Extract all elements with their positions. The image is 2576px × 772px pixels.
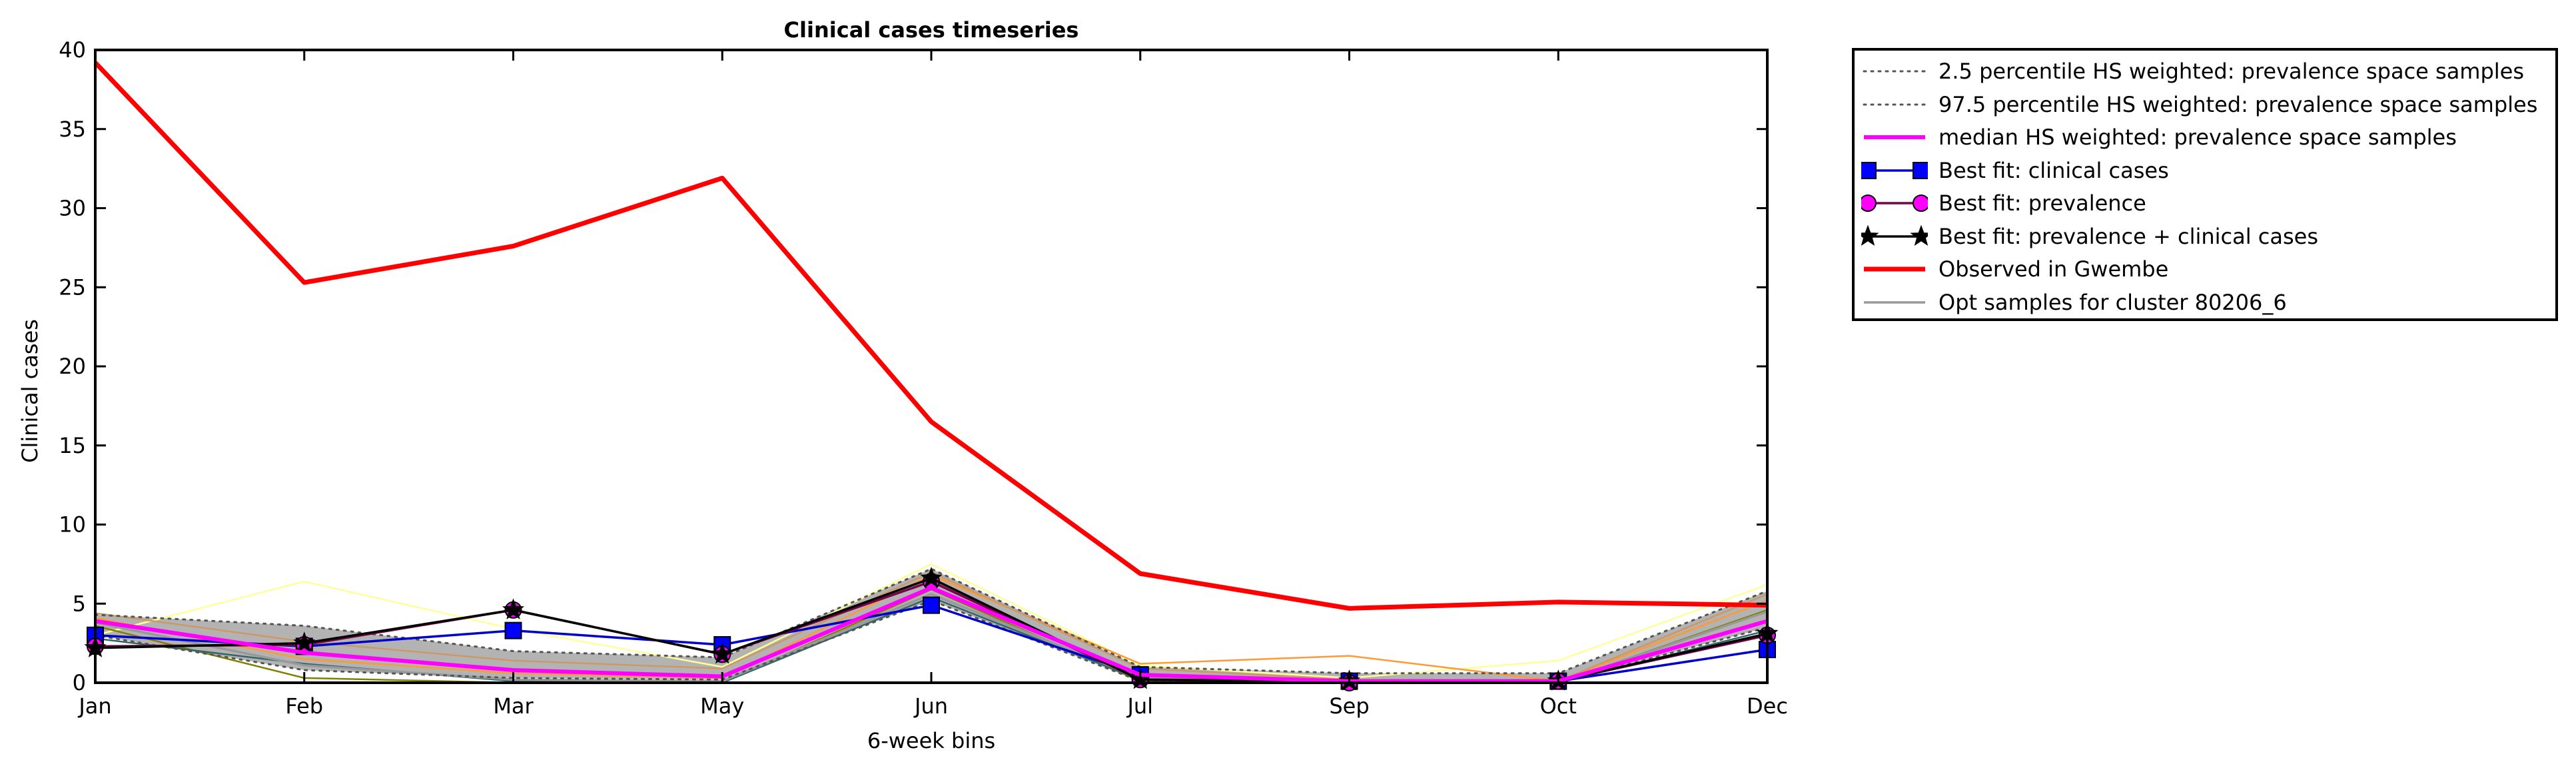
x-tick-label: Mar (493, 693, 534, 719)
series-6-point-3 (502, 598, 525, 619)
legend-swatch (1863, 70, 1927, 73)
series-6-point-4 (711, 642, 733, 664)
legend-entry: 97.5 percentile HS weighted: prevalence … (1855, 88, 2537, 121)
legend-label: Observed in Gwembe (1938, 256, 2169, 282)
legend-entry: Best fit: prevalence (1855, 187, 2146, 220)
legend-marker (1913, 194, 1928, 212)
legend-entry: Opt samples for cluster 80206_6 (1855, 286, 2287, 319)
legend-entry: Best fit: prevalence + clinical cases (1855, 220, 2318, 253)
legend-marker (1861, 224, 1879, 246)
legend-entry: 2.5 percentile HS weighted: prevalence s… (1855, 55, 2524, 88)
sample-line-1 (95, 563, 1768, 679)
legend-swatch (1864, 300, 1925, 304)
percentile-band (95, 569, 1767, 683)
y-tick-label: 30 (59, 196, 86, 221)
series-6-point-5 (920, 566, 943, 588)
y-tick-label: 5 (73, 591, 86, 616)
legend-label: Opt samples for cluster 80206_6 (1938, 289, 2287, 315)
legend-marker (1913, 161, 1928, 179)
legend-swatch (1864, 266, 1925, 272)
series-line-3 (95, 585, 1768, 683)
legend-label: Best fit: prevalence + clinical cases (1938, 223, 2319, 249)
series-4-point-3 (504, 621, 522, 639)
y-axis-label: Clinical cases (17, 319, 43, 463)
chart-title: Clinical cases timeseries (784, 17, 1079, 43)
series-6-point-2 (293, 631, 316, 653)
legend-swatch (1861, 194, 1928, 212)
legend: 2.5 percentile HS weighted: prevalence s… (1852, 48, 2558, 321)
series-line-7 (93, 61, 1768, 611)
legend-swatch (1864, 135, 1925, 139)
legend-marker (1861, 194, 1877, 212)
legend-swatch (1863, 103, 1927, 105)
y-tick-label: 0 (73, 670, 86, 695)
legend-entry: median HS weighted: prevalence space sam… (1855, 121, 2457, 154)
legend-swatch (1861, 224, 1928, 246)
x-tick-label: May (700, 693, 744, 719)
legend-label: 2.5 percentile HS weighted: prevalence s… (1938, 59, 2525, 84)
legend-marker (1861, 161, 1877, 179)
legend-label: Best fit: prevalence (1938, 191, 2146, 216)
y-tick-label: 20 (59, 354, 86, 379)
legend-label: Best fit: clinical cases (1938, 157, 2169, 183)
y-tick-label: 25 (59, 274, 86, 300)
x-tick-label: Oct (1540, 693, 1577, 719)
legend-marker (1910, 224, 1928, 246)
legend-swatch (1861, 161, 1928, 179)
x-axis-label: 6-week bins (867, 728, 995, 753)
x-tick-label: Dec (1747, 693, 1788, 719)
x-tick-label: Feb (285, 693, 323, 719)
y-tick-label: 35 (59, 117, 86, 142)
series-4-point-5 (923, 596, 940, 614)
y-tick-label: 10 (59, 512, 86, 538)
x-tick-label: Jun (913, 693, 948, 719)
y-tick-label: 15 (59, 433, 86, 458)
legend-label: 97.5 percentile HS weighted: prevalence … (1938, 91, 2538, 117)
legend-entry: Best fit: clinical cases (1855, 154, 2169, 187)
x-tick-label: Sep (1329, 693, 1369, 719)
y-tick-label: 40 (59, 37, 86, 63)
x-tick-label: Jan (77, 693, 111, 719)
legend-entry: Observed in Gwembe (1855, 252, 2168, 286)
x-tick-label: Jul (1126, 693, 1153, 719)
legend-label: median HS weighted: prevalence space sam… (1938, 125, 2457, 150)
